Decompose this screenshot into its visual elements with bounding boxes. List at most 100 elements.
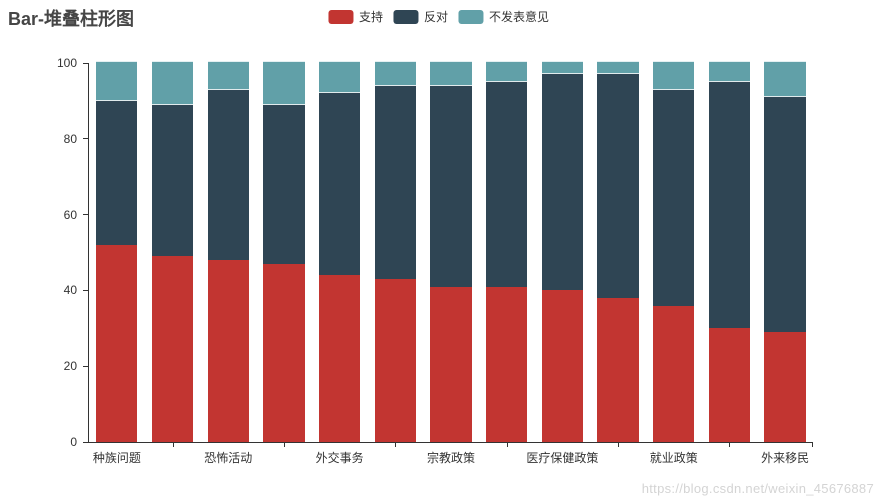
legend-label: 不发表意见 — [489, 10, 550, 24]
bar-segment-反对[interactable] — [318, 92, 361, 276]
x-axis-tick — [729, 442, 731, 447]
legend-item-2[interactable]: 不发表意见 — [458, 8, 549, 25]
y-axis-tick — [83, 62, 88, 64]
bar-segment-支持[interactable] — [764, 332, 806, 442]
watermark-url: https://blog.csdn.net/weixin_45676887 — [641, 481, 874, 496]
bar-segment-反对[interactable] — [708, 80, 750, 329]
legend: 支持 反对 不发表意见 — [327, 8, 549, 25]
bar-segment-反对[interactable] — [263, 103, 305, 264]
stacked-bar-1[interactable] — [151, 61, 194, 442]
y-axis-tick — [83, 441, 88, 443]
bar-segment-不发表意见[interactable] — [708, 61, 750, 81]
stacked-bar-6[interactable] — [430, 61, 472, 442]
bar-segment-不发表意见[interactable] — [541, 61, 583, 74]
plot-area: 0 20 40 60 80 100 种族问题 恐怖活动 外交事务 宗教政策 医疗保健政策 就业政策 外来… — [57, 56, 813, 465]
bar-column-7 — [479, 61, 535, 442]
bar-segment-反对[interactable] — [764, 96, 806, 333]
legend-swatch-icon — [458, 9, 484, 24]
legend-item-0[interactable]: 支持 — [327, 8, 383, 25]
bar-segment-反对[interactable] — [653, 88, 695, 306]
stacked-bar-0[interactable] — [96, 61, 138, 442]
bar-segment-不发表意见[interactable] — [207, 61, 249, 89]
bar-column-2 — [200, 61, 256, 442]
bar-segment-支持[interactable] — [96, 244, 138, 442]
x-axis-tick — [812, 442, 813, 447]
bar-segment-反对[interactable] — [374, 84, 416, 280]
x-axis-label: 恐怖活动 — [204, 451, 253, 465]
stacked-bar-5[interactable] — [374, 61, 416, 442]
bar-segment-不发表意见[interactable] — [653, 61, 695, 89]
bar-segment-不发表意见[interactable] — [151, 61, 194, 104]
bar-segment-不发表意见[interactable] — [597, 61, 639, 74]
y-axis-label: 60 — [63, 207, 77, 222]
stacked-bar-3[interactable] — [263, 61, 305, 442]
stacked-bar-10[interactable] — [653, 61, 695, 442]
bar-column-3 — [256, 61, 312, 442]
y-axis-label: 80 — [63, 131, 77, 146]
bar-segment-不发表意见[interactable] — [430, 61, 472, 85]
bar-series-container — [89, 61, 813, 442]
y-axis-label: 100 — [56, 56, 77, 70]
bar-segment-反对[interactable] — [207, 88, 249, 261]
bar-column-6 — [423, 61, 479, 442]
x-axis-label: 种族问题 — [92, 451, 141, 465]
bar-column-1 — [145, 61, 201, 442]
legend-label: 支持 — [358, 10, 383, 24]
stacked-bar-9[interactable] — [597, 61, 639, 442]
stacked-bar-11[interactable] — [708, 61, 750, 442]
x-axis-label: 外交事务 — [315, 451, 364, 465]
stacked-bar-8[interactable] — [541, 61, 583, 442]
bar-column-4 — [312, 61, 368, 442]
bar-segment-反对[interactable] — [541, 73, 583, 291]
bar-segment-反对[interactable] — [430, 84, 472, 287]
bar-segment-支持[interactable] — [653, 305, 695, 442]
stacked-bar-7[interactable] — [486, 61, 528, 442]
x-axis-tick — [618, 442, 620, 447]
stacked-bar-12[interactable] — [764, 61, 806, 442]
y-axis-label: 20 — [63, 359, 77, 374]
x-axis-label: 就业政策 — [649, 451, 698, 465]
bar-segment-支持[interactable] — [318, 275, 361, 442]
bar-column-9 — [590, 61, 646, 442]
bar-segment-支持[interactable] — [430, 286, 472, 442]
bar-segment-支持[interactable] — [597, 297, 639, 442]
y-axis-tick — [83, 214, 88, 216]
y-axis-tick — [83, 138, 88, 140]
stacked-bar-2[interactable] — [207, 61, 249, 442]
bar-segment-不发表意见[interactable] — [486, 61, 528, 81]
bar-column-10 — [646, 61, 702, 442]
bar-segment-支持[interactable] — [708, 328, 750, 442]
x-axis-label: 医疗保健政策 — [526, 451, 599, 465]
bar-segment-支持[interactable] — [541, 290, 583, 442]
y-axis-tick — [83, 365, 88, 367]
bar-column-11 — [702, 61, 758, 442]
x-axis-tick — [395, 442, 397, 447]
bar-segment-反对[interactable] — [151, 103, 194, 257]
bar-segment-反对[interactable] — [597, 73, 639, 298]
bar-segment-支持[interactable] — [374, 279, 416, 442]
bar-segment-支持[interactable] — [486, 286, 528, 442]
legend-swatch-icon — [392, 9, 418, 24]
bar-segment-不发表意见[interactable] — [764, 61, 806, 97]
x-axis-label: 外来移民 — [761, 451, 810, 465]
bar-column-12 — [757, 61, 813, 442]
bar-segment-反对[interactable] — [96, 99, 138, 245]
x-axis-label: 宗教政策 — [426, 451, 476, 465]
bar-segment-不发表意见[interactable] — [96, 61, 138, 100]
bar-segment-支持[interactable] — [207, 260, 249, 442]
bar-segment-不发表意见[interactable] — [263, 61, 305, 104]
bar-segment-反对[interactable] — [486, 80, 528, 287]
y-axis-label: 40 — [63, 283, 77, 298]
stacked-bar-4[interactable] — [318, 61, 361, 442]
legend-item-1[interactable]: 反对 — [392, 8, 449, 25]
x-axis-tick — [506, 442, 508, 447]
bar-segment-支持[interactable] — [151, 256, 194, 442]
bar-segment-支持[interactable] — [263, 263, 305, 442]
bar-column-0 — [89, 61, 145, 442]
bar-segment-不发表意见[interactable] — [374, 61, 416, 85]
y-axis-tick — [83, 289, 88, 291]
x-axis-tick — [283, 442, 285, 447]
bar-segment-不发表意见[interactable] — [318, 61, 361, 93]
legend-label: 反对 — [423, 10, 449, 24]
y-axis-label: 0 — [70, 435, 77, 449]
